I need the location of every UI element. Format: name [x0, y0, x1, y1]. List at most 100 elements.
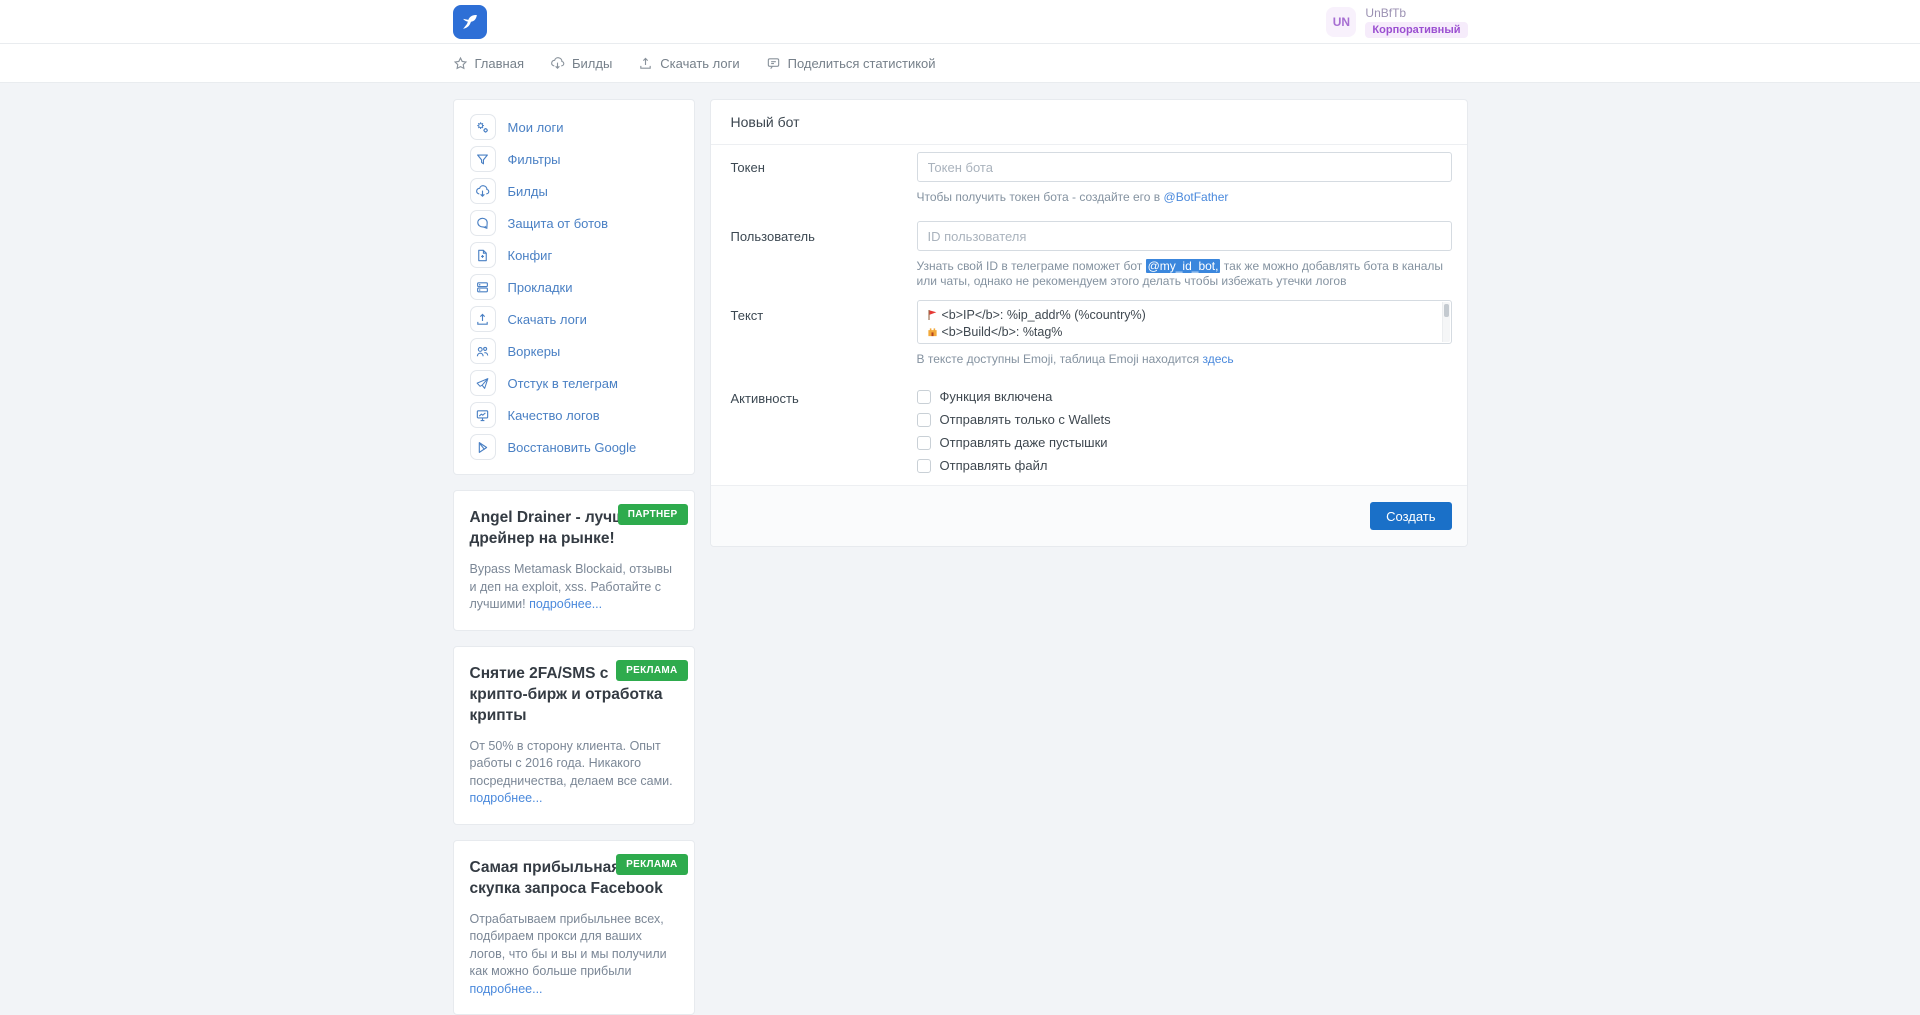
activity-row: Активность Функция включена Отправлять т…: [731, 383, 1452, 473]
emoji-table-link[interactable]: здесь: [1202, 352, 1233, 366]
users-icon: [470, 338, 496, 364]
flag-emoji: [927, 309, 938, 321]
sidebar-item-label: Билды: [508, 184, 548, 199]
server-icon: [470, 274, 496, 300]
ad-body: Отрабатываем прибыльнее всех, подбираем …: [470, 911, 678, 999]
ad-more-link[interactable]: подробнее...: [529, 597, 602, 611]
sidebar-item-my-logs[interactable]: Мои логи: [454, 111, 694, 143]
sidebar-item-label: Воркеры: [508, 344, 561, 359]
checkbox-send-file[interactable]: Отправлять файл: [917, 458, 1452, 473]
hummingbird-logo-icon: [459, 11, 481, 33]
checkbox-send-empty[interactable]: Отправлять даже пустышки: [917, 435, 1452, 450]
activity-label: Активность: [731, 383, 917, 473]
ad-text: От 50% в сторону клиента. Опыт работы с …: [470, 739, 673, 788]
ad-card-angel-drainer[interactable]: ПАРТНЕР Angel Drainer - лучший дрейнер н…: [453, 490, 695, 631]
ad-card-2fa-removal[interactable]: РЕКЛАМА Снятие 2FA/SMS с крипто-бирж и о…: [453, 646, 695, 825]
star-icon: [453, 56, 468, 71]
paperplane-icon: [470, 370, 496, 396]
sidebar-item-bot-protection[interactable]: Защита от ботов: [454, 207, 694, 239]
text-label: Текст: [731, 300, 917, 367]
token-hint: Чтобы получить токен бота - создайте его…: [917, 190, 1452, 205]
ad-body: Bypass Metamask Blockaid, отзывы и деп н…: [470, 561, 678, 614]
checkbox-label: Отправлять файл: [940, 458, 1048, 473]
bot-icon: [470, 210, 496, 236]
message-template-textarea[interactable]: <b>IP</b>: %ip_addr% (%country%) <b>Buil…: [917, 300, 1452, 344]
nav-item-builds[interactable]: Билды: [550, 56, 612, 71]
chat-icon: [766, 56, 781, 71]
sidebar-item-label: Качество логов: [508, 408, 600, 423]
ad-more-link[interactable]: подробнее...: [470, 982, 543, 996]
sidebar-item-label: Восстановить Google: [508, 440, 637, 455]
sidebar-item-label: Скачать логи: [508, 312, 587, 327]
ad-badge: РЕКЛАМА: [616, 854, 687, 875]
checkbox-wallets-only[interactable]: Отправлять только с Wallets: [917, 412, 1452, 427]
card-title: Новый бот: [711, 100, 1467, 145]
avatar[interactable]: UN: [1326, 7, 1356, 37]
emoji-hint: В тексте доступны Emoji, таблица Emoji н…: [917, 352, 1452, 367]
sidebar-item-label: Конфиг: [508, 248, 553, 263]
main-nav: Главная Билды Скачать логи Поделиться ст…: [0, 44, 1920, 83]
card-footer: Создать: [711, 485, 1467, 546]
user-menu[interactable]: UN UnBfTb Корпоративный: [1326, 5, 1467, 38]
username: UnBfTb: [1365, 7, 1467, 20]
token-label: Токен: [731, 152, 917, 205]
nav-label: Поделиться статистикой: [788, 56, 936, 71]
template-line: <b>Build</b>: %tag%: [927, 323, 1433, 340]
ad-card-facebook-buyout[interactable]: РЕКЛАМА Самая прибыльная скупка запроса …: [453, 840, 695, 1015]
hint-text: Чтобы получить токен бота - создайте его…: [917, 190, 1164, 204]
token-row: Токен Чтобы получить токен бота - создай…: [731, 152, 1452, 205]
checkbox-box[interactable]: [917, 390, 931, 404]
text-row: Текст <b>IP</b>: %ip_addr% (%country%): [731, 300, 1452, 367]
sidebar-item-log-quality[interactable]: Качество логов: [454, 399, 694, 431]
checkbox-box[interactable]: [917, 436, 931, 450]
sidebar-item-label: Отстук в телеграм: [508, 376, 618, 391]
user-hint: Узнать свой ID в телеграме поможет бот @…: [917, 259, 1452, 289]
nav-item-share-stats[interactable]: Поделиться статистикой: [766, 56, 936, 71]
token-input[interactable]: [917, 152, 1452, 182]
gears-icon: [470, 114, 496, 140]
template-text: <b>Build</b>: %tag%: [942, 325, 1063, 339]
create-button[interactable]: Создать: [1370, 502, 1451, 530]
sidebar-item-proxies[interactable]: Прокладки: [454, 271, 694, 303]
textarea-scrollbar[interactable]: [1442, 302, 1450, 342]
template-text: <b>Wallets</b>: %wallets%: [942, 342, 1096, 345]
template-line: <b>IP</b>: %ip_addr% (%country%): [927, 306, 1433, 323]
template-text: <b>IP</b>: %ip_addr% (%country%): [942, 308, 1146, 322]
sidebar-item-config[interactable]: Конфиг: [454, 239, 694, 271]
hint-text: В тексте доступны Emoji, таблица Emoji н…: [917, 352, 1203, 366]
botfather-link[interactable]: @BotFather: [1164, 190, 1229, 204]
sidebar-item-workers[interactable]: Воркеры: [454, 335, 694, 367]
sidebar-item-filters[interactable]: Фильтры: [454, 143, 694, 175]
nav-label: Главная: [475, 56, 524, 71]
checkbox-box[interactable]: [917, 459, 931, 473]
funnel-icon: [470, 146, 496, 172]
scrollbar-thumb[interactable]: [1444, 304, 1449, 317]
checkbox-function-enabled[interactable]: Функция включена: [917, 389, 1452, 404]
ad-more-link[interactable]: подробнее...: [470, 791, 543, 805]
nav-item-home[interactable]: Главная: [453, 56, 524, 71]
upload-icon: [470, 306, 496, 332]
monitor-icon: [470, 402, 496, 428]
sidebar-item-label: Защита от ботов: [508, 216, 609, 231]
sidebar-item-builds[interactable]: Билды: [454, 175, 694, 207]
user-row: Пользователь Узнать свой ID в телеграме …: [731, 221, 1452, 289]
upload-icon: [638, 56, 653, 71]
cloud-download-icon: [550, 56, 565, 71]
checkbox-box[interactable]: [917, 413, 931, 427]
sidebar-item-download-logs[interactable]: Скачать логи: [454, 303, 694, 335]
new-bot-card: Новый бот Токен Чтобы получить токен бот…: [710, 99, 1468, 547]
castle-emoji: [927, 326, 938, 337]
sidebar-item-label: Прокладки: [508, 280, 573, 295]
wallet-emoji: [927, 343, 938, 344]
user-id-input[interactable]: [917, 221, 1452, 251]
checkbox-label: Функция включена: [940, 389, 1053, 404]
template-line-clipped: <b>Wallets</b>: %wallets%: [927, 340, 1433, 344]
sidebar-item-restore-google[interactable]: Восстановить Google: [454, 431, 694, 463]
sidebar-item-label: Мои логи: [508, 120, 564, 135]
sidebar-menu: Мои логи Фильтры: [453, 99, 695, 475]
nav-item-download-logs[interactable]: Скачать логи: [638, 56, 739, 71]
ad-text: Отрабатываем прибыльнее всех, подбираем …: [470, 912, 667, 979]
sidebar-item-telegram-notify[interactable]: Отстук в телеграм: [454, 367, 694, 399]
app-logo[interactable]: [453, 5, 487, 39]
top-header: UN UnBfTb Корпоративный: [0, 0, 1920, 44]
